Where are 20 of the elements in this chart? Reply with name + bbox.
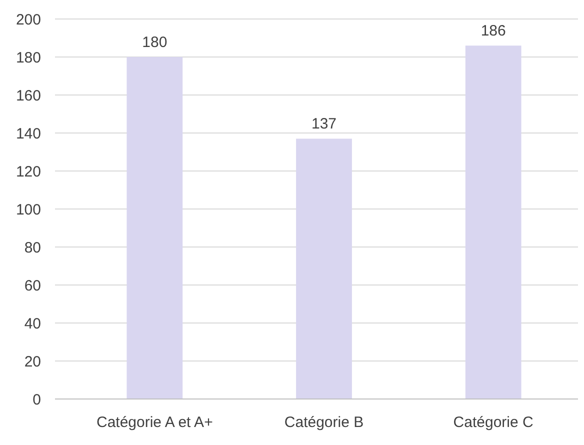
data-label: 180 xyxy=(142,34,168,51)
y-tick-label: 60 xyxy=(24,277,41,294)
bar xyxy=(296,138,352,399)
x-tick-label: Catégorie B xyxy=(284,414,364,431)
y-tick-label: 100 xyxy=(16,201,41,218)
y-tick-label: 40 xyxy=(24,315,41,332)
y-tick-label: 200 xyxy=(16,11,41,28)
y-tick-label: 20 xyxy=(24,353,41,370)
y-tick-label: 160 xyxy=(16,87,41,104)
y-tick-label: 120 xyxy=(16,163,41,180)
bar xyxy=(465,46,522,399)
y-tick-label: 140 xyxy=(16,125,41,142)
data-label: 186 xyxy=(480,22,506,40)
x-tick-label: Catégorie A et A+ xyxy=(96,414,214,431)
bar xyxy=(126,57,183,399)
data-label: 137 xyxy=(311,116,337,133)
y-tick-label: 80 xyxy=(24,239,41,256)
y-tick-label: 180 xyxy=(16,49,41,66)
y-tick-label: 0 xyxy=(32,391,41,408)
x-tick-label: Catégorie C xyxy=(453,414,534,431)
